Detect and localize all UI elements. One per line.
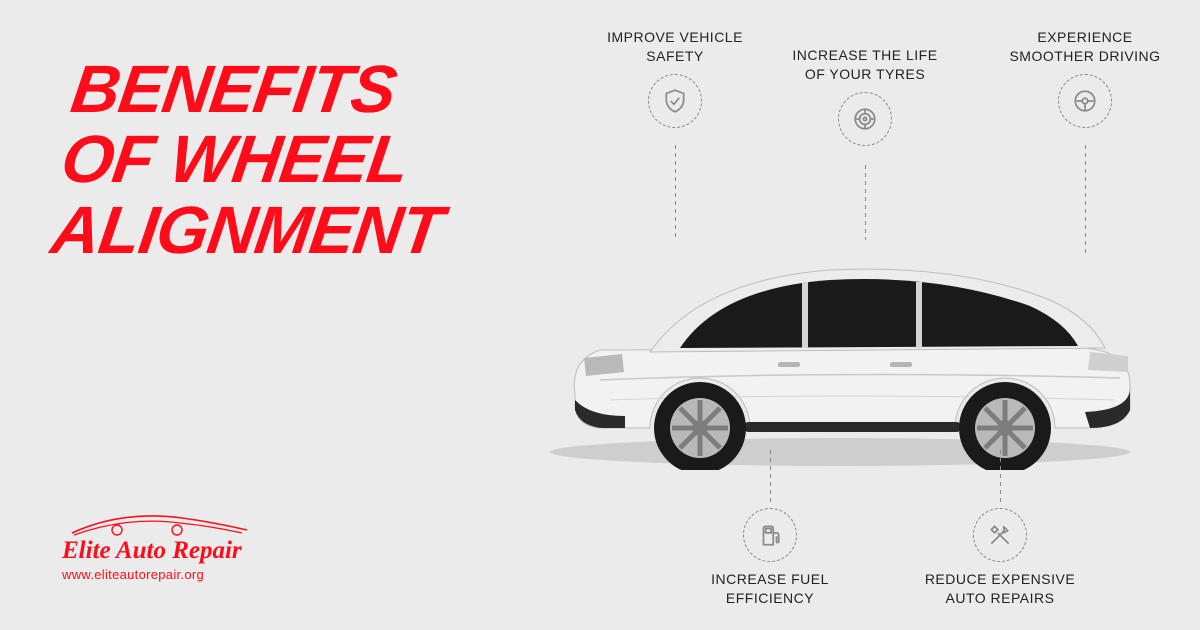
shield-icon: [648, 74, 702, 128]
connector-fuel: [770, 450, 771, 505]
connector-tyres: [865, 165, 866, 240]
brand-logo: Elite Auto Repair www.eliteautorepair.or…: [62, 508, 262, 582]
logo-swoosh-icon: [62, 508, 262, 538]
logo-url-text: www.eliteautorepair.org: [62, 567, 262, 582]
benefit-fuel-label-1: INCREASE FUEL: [680, 570, 860, 589]
steering-icon: [1058, 74, 1112, 128]
benefit-safety-label-2: SAFETY: [585, 47, 765, 66]
benefit-smooth-label-2: SMOOTHER DRIVING: [995, 47, 1175, 66]
benefit-tyres-label-2: OF YOUR TYRES: [775, 65, 955, 84]
wheel-icon: [838, 92, 892, 146]
title-line1: BENEFITS: [67, 55, 466, 125]
title-line2: OF WHEEL: [57, 125, 456, 195]
benefit-safety-label-1: IMPROVE VEHICLE: [585, 28, 765, 47]
benefit-repairs-label-1: REDUCE EXPENSIVE: [910, 570, 1090, 589]
logo-brand-text: Elite Auto Repair: [62, 537, 262, 565]
benefit-safety: IMPROVE VEHICLE SAFETY: [585, 28, 765, 136]
benefit-fuel-label-2: EFFICIENCY: [680, 589, 860, 608]
fuel-icon: [743, 508, 797, 562]
car-illustration: [530, 230, 1150, 470]
benefit-repairs: REDUCE EXPENSIVE AUTO REPAIRS: [910, 500, 1090, 608]
connector-repairs: [1000, 450, 1001, 505]
benefit-smooth: EXPERIENCE SMOOTHER DRIVING: [995, 28, 1175, 136]
benefit-tyres: INCREASE THE LIFE OF YOUR TYRES: [775, 46, 955, 154]
benefit-repairs-label-2: AUTO REPAIRS: [910, 589, 1090, 608]
alignment-infographic: IMPROVE VEHICLE SAFETY INCREASE THE LIFE…: [490, 0, 1200, 630]
main-title: BENEFITS OF WHEEL ALIGNMENT: [47, 55, 466, 266]
title-line3: ALIGNMENT: [47, 196, 446, 266]
benefit-smooth-label-1: EXPERIENCE: [995, 28, 1175, 47]
benefit-tyres-label-1: INCREASE THE LIFE: [775, 46, 955, 65]
connector-safety: [675, 145, 676, 240]
benefit-fuel: INCREASE FUEL EFFICIENCY: [680, 500, 860, 608]
tools-icon: [973, 508, 1027, 562]
